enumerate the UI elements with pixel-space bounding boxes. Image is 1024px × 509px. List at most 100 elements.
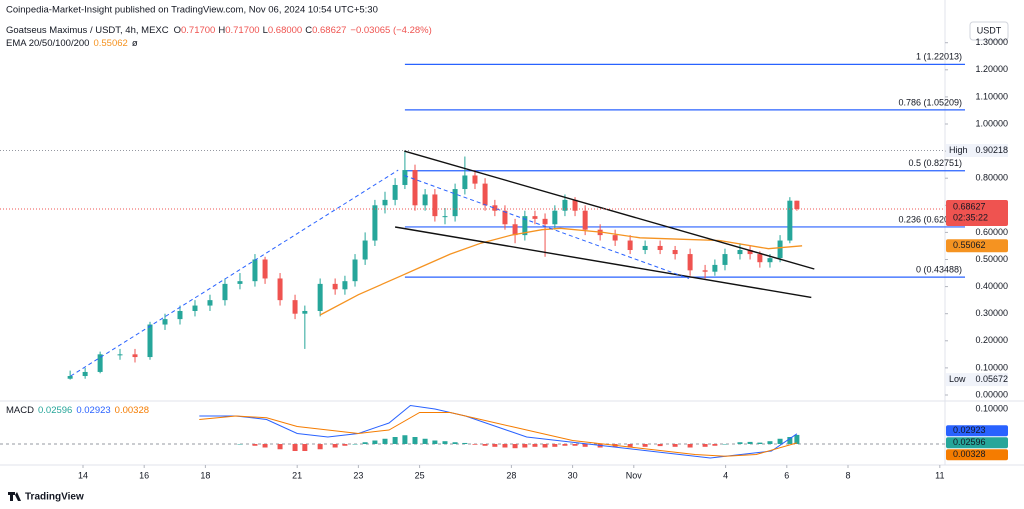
low-label: Low [949,374,966,384]
macd-signal-tag: 0.00328 [953,449,986,459]
candle-body [262,259,268,279]
high-tag-bg [946,144,1008,158]
candle-body [292,300,298,314]
macd-y-tick-label: 0.10000 [975,403,1008,413]
candle-body [222,283,228,301]
logo-icon [8,492,21,501]
candle-body [342,281,348,290]
macd-histogram-bar [262,444,268,448]
macd-histogram-bar [672,444,678,447]
y-tick-label: 0.40000 [975,281,1008,291]
trendline [404,150,815,270]
currency[interactable]: USDT [977,25,1002,35]
candle-body [552,210,558,225]
x-tick-label: 18 [200,470,210,480]
candle-body [472,175,478,184]
macd-hist-tag-bg [946,437,1008,449]
candle-body [382,199,388,206]
macd-histogram-bar [512,444,518,449]
y-tick-label: 0.50000 [975,254,1008,264]
ohlc-value: 0.71700 [181,25,215,36]
candle-body [207,300,213,306]
fib-label: 0.5 (0.82751) [908,158,962,168]
macd-histogram-bar [657,444,663,447]
macd-title: MACD [6,405,34,416]
high-value: 0.90218 [975,145,1008,155]
currency-box[interactable] [969,21,1009,41]
macd-histogram-bar [277,444,283,450]
candle-body [737,250,743,255]
x-tick-label: 6 [784,470,789,480]
y-tick-label: 0.80000 [975,173,1008,183]
macd-histogram-bar [582,444,588,447]
countdown: 02:35:22 [953,212,988,222]
x-tick-label: 25 [415,470,425,480]
high-label: High [949,145,968,155]
trendline [70,169,399,377]
macd-histogram-bar [292,444,298,452]
candle-body [722,254,728,265]
macd-histogram-bar [472,444,478,445]
x-tick-label: 21 [292,470,302,480]
macd-hist-value: 0.02596 [38,405,72,416]
candle-body [502,210,508,225]
ema-line [319,227,803,316]
candle-body [492,205,498,211]
y-tick-label: 0.60000 [975,227,1008,237]
macd-line-tag: 0.02923 [953,425,986,435]
trendline [404,175,690,279]
candle-body [572,199,578,211]
footer-text: TradingView [25,492,84,503]
candle-body [332,283,338,290]
macd-histogram-bar [747,441,753,445]
macd-hist-tag: 0.02596 [953,437,986,447]
x-tick-label: 8 [845,470,850,480]
macd-histogram-bar [382,438,388,445]
candle-body [702,270,708,272]
macd-histogram-bar [687,444,693,448]
macd-histogram-bar [737,442,743,445]
macd-histogram-bar [372,440,378,445]
macd-histogram-bar [787,437,793,445]
macd-histogram-bar [422,438,428,445]
candle-body [132,354,138,358]
fib-label: 0.786 (1.05209) [898,97,962,107]
candle-body [657,245,663,251]
x-tick-label: 16 [139,470,149,480]
low-tag-bg [946,373,1008,387]
ema-value: 0.55062 [93,38,127,49]
candle-body [392,184,398,200]
candle-body [432,194,438,217]
x-tick-label: 28 [506,470,516,480]
symbol: Goatseus Maximus / USDT, 4h, MEXC [6,25,169,36]
ohlc-value: 0.71700 [225,25,259,36]
macd-line [199,404,798,459]
candle-body [412,170,418,206]
candle-body [442,216,448,218]
candle-body [177,310,183,320]
macd-histogram-bar [237,444,243,445]
macd-histogram-bar [492,444,498,447]
y-tick-label: 1.20000 [975,64,1008,74]
candle-body [82,371,88,377]
candle-body [302,310,308,314]
trendline [394,226,812,299]
macd-histogram-bar [402,435,408,445]
symbol-legend: Goatseus Maximus / USDT, 4h, MEXC O0.7170… [6,25,432,36]
candle-body [317,283,323,311]
x-tick-label: 4 [723,470,728,480]
macd-histogram-bar [627,444,633,448]
candle-body [612,235,618,241]
ohlc-key: H [218,25,225,36]
candle-body [162,319,168,325]
macd-histogram-bar [542,444,548,448]
macd-histogram-bar [392,437,398,445]
macd-histogram-bar [342,444,348,446]
candle-body [687,254,693,271]
macd-histogram-bar [642,444,648,447]
ema-name: EMA 20/50/100/200 [6,38,89,49]
candle-body [362,240,368,260]
candle-body [757,254,763,263]
ema-legend: EMA 20/50/100/200 0.55062 ø [6,38,138,49]
macd-histogram-bar [442,441,448,445]
